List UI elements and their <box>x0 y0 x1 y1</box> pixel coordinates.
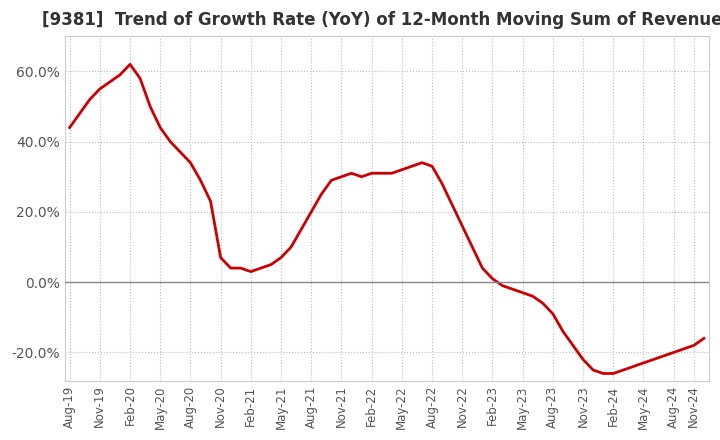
Title: [9381]  Trend of Growth Rate (YoY) of 12-Month Moving Sum of Revenues: [9381] Trend of Growth Rate (YoY) of 12-… <box>42 11 720 29</box>
